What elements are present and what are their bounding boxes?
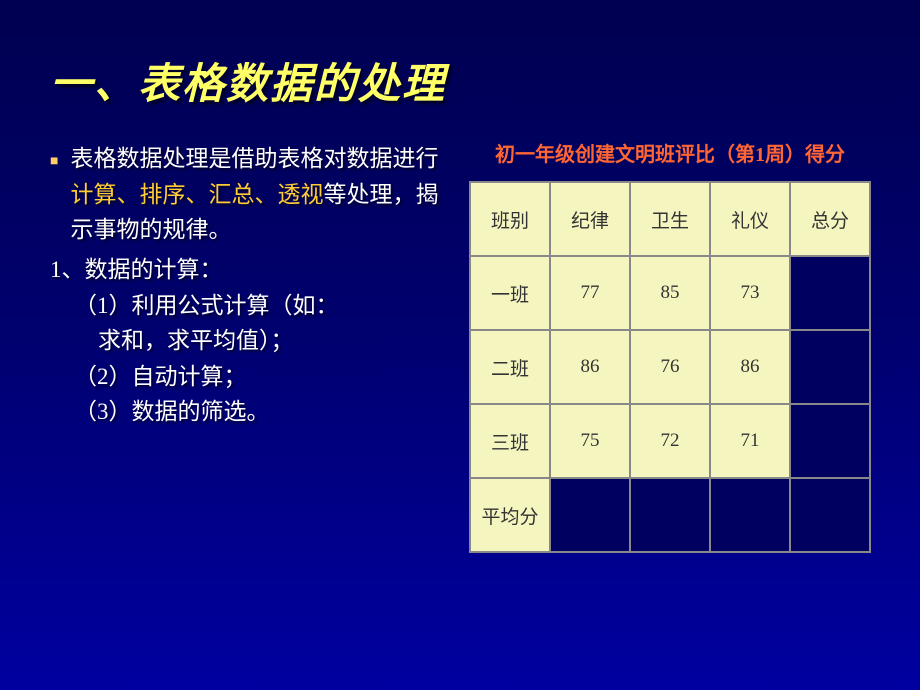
row-label: 一班 [470,256,550,330]
score-table: 班别 纪律 卫生 礼仪 总分 一班 77 85 73 二班 86 76 [469,181,871,553]
table-row: 平均分 [470,478,870,552]
col-header: 礼仪 [710,182,790,256]
page-title: 一、表格数据的处理 [50,50,920,111]
table-cell: 77 [550,256,630,330]
table-cell-empty [630,478,710,552]
table-cell: 86 [550,330,630,404]
text-line-4: （3）数据的筛选。 [74,394,440,430]
row-label: 二班 [470,330,550,404]
col-header: 总分 [790,182,870,256]
table-cell: 85 [630,256,710,330]
bullet-text: 表格数据处理是借助表格对数据进行计算、排序、汇总、透视等处理，揭示事物的规律。 [70,141,440,248]
col-header: 卫生 [630,182,710,256]
square-bullet-icon: ■ [50,151,58,173]
table-header-row: 班别 纪律 卫生 礼仪 总分 [470,182,870,256]
row-label: 三班 [470,404,550,478]
text-line-1: 1、数据的计算： [50,252,440,288]
table-cell: 73 [710,256,790,330]
row-label: 平均分 [470,478,550,552]
table-cell: 72 [630,404,710,478]
table-cell-empty [710,478,790,552]
text-line-2a: （1）利用公式计算（如： [74,288,440,324]
table-cell-empty [790,404,870,478]
text-line-2b: 求和，求平均值）； [98,323,440,359]
table-cell-empty [790,256,870,330]
table-cell-empty [790,478,870,552]
table-cell: 76 [630,330,710,404]
table-row: 一班 77 85 73 [470,256,870,330]
left-column: ■ 表格数据处理是借助表格对数据进行计算、排序、汇总、透视等处理，揭示事物的规律… [50,141,460,553]
table-cell-empty [790,330,870,404]
table-caption: 初一年级创建文明班评比（第1周）得分 [460,141,880,169]
content-columns: ■ 表格数据处理是借助表格对数据进行计算、排序、汇总、透视等处理，揭示事物的规律… [0,141,920,553]
bullet-item: ■ 表格数据处理是借助表格对数据进行计算、排序、汇总、透视等处理，揭示事物的规律… [50,141,440,248]
right-column: 初一年级创建文明班评比（第1周）得分 班别 纪律 卫生 礼仪 总分 一班 77 … [460,141,880,553]
bullet-highlight: 计算、排序、汇总、透视 [70,182,323,207]
slide: 一、表格数据的处理 ■ 表格数据处理是借助表格对数据进行计算、排序、汇总、透视等… [0,0,920,690]
table-cell: 86 [710,330,790,404]
table-cell-empty [550,478,630,552]
table-row: 二班 86 76 86 [470,330,870,404]
table-cell: 71 [710,404,790,478]
bullet-pre: 表格数据处理是借助表格对数据进行 [70,146,438,171]
col-header: 纪律 [550,182,630,256]
table-cell: 75 [550,404,630,478]
text-line-3: （2）自动计算； [74,359,440,395]
col-header: 班别 [470,182,550,256]
table-row: 三班 75 72 71 [470,404,870,478]
